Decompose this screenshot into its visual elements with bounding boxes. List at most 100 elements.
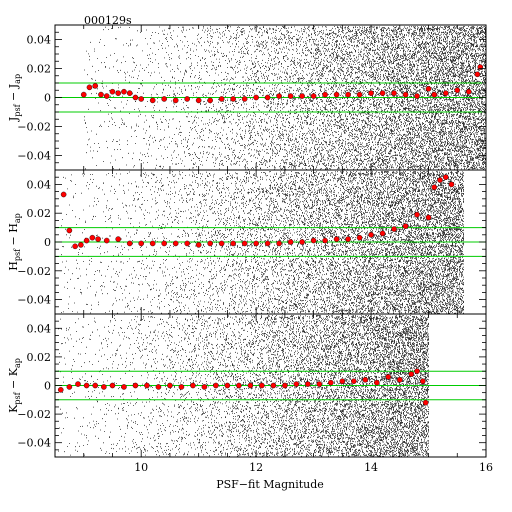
median-point bbox=[431, 184, 438, 191]
median-point bbox=[247, 382, 254, 389]
median-point bbox=[92, 83, 99, 89]
median-point bbox=[115, 236, 122, 242]
median-point bbox=[264, 94, 271, 101]
median-point bbox=[195, 97, 202, 104]
median-point bbox=[83, 382, 90, 389]
median-point bbox=[161, 240, 167, 247]
y-tick-label: −0.02 bbox=[17, 408, 51, 421]
median-point bbox=[391, 226, 397, 232]
x-axis-label: PSF−fit Magnitude bbox=[216, 478, 324, 491]
reference-lines bbox=[55, 82, 486, 401]
median-point bbox=[103, 93, 110, 99]
median-point bbox=[109, 382, 116, 389]
median-point bbox=[132, 94, 139, 101]
median-point bbox=[98, 91, 104, 98]
median-point bbox=[287, 93, 294, 99]
median-point bbox=[178, 384, 185, 390]
y-tick-label: 0.04 bbox=[27, 178, 52, 191]
median-point bbox=[253, 94, 259, 101]
y-tick-label: −0.04 bbox=[17, 150, 51, 163]
median-markers bbox=[57, 64, 484, 406]
median-point bbox=[425, 214, 432, 221]
median-point bbox=[328, 379, 334, 386]
median-point bbox=[121, 384, 127, 390]
median-point bbox=[474, 71, 481, 78]
y-tick-label: 0.04 bbox=[27, 322, 52, 335]
y-tick-label: 0.02 bbox=[27, 63, 52, 76]
median-point bbox=[86, 84, 93, 91]
y-tick-label: 0.02 bbox=[27, 351, 52, 364]
median-point bbox=[57, 386, 64, 393]
median-point bbox=[322, 91, 328, 98]
y-tick-label: −0.04 bbox=[17, 437, 51, 450]
median-point bbox=[95, 236, 101, 242]
median-point bbox=[425, 86, 432, 92]
median-point bbox=[109, 88, 116, 95]
median-point bbox=[442, 90, 449, 96]
median-point bbox=[121, 88, 127, 95]
median-point bbox=[333, 236, 340, 242]
median-point bbox=[414, 93, 420, 99]
median-point bbox=[103, 237, 110, 244]
median-point bbox=[437, 177, 443, 183]
median-point bbox=[448, 181, 455, 188]
median-point bbox=[414, 368, 420, 375]
median-point bbox=[138, 240, 144, 247]
median-point bbox=[167, 382, 173, 389]
median-point bbox=[305, 381, 311, 387]
median-point bbox=[310, 93, 317, 99]
y-tick-label: 0 bbox=[44, 92, 51, 105]
median-point bbox=[195, 242, 202, 248]
median-point bbox=[322, 237, 328, 244]
x-tick-label: 10 bbox=[134, 461, 148, 474]
median-point bbox=[316, 381, 323, 387]
median-point bbox=[310, 237, 317, 244]
median-point bbox=[115, 90, 122, 96]
median-point bbox=[101, 384, 107, 390]
median-point bbox=[132, 382, 139, 389]
median-point bbox=[218, 96, 225, 102]
median-point bbox=[385, 374, 392, 380]
median-point bbox=[465, 88, 472, 95]
median-point bbox=[351, 378, 357, 385]
y-axis-label-panel-3: Kpsf − Kap bbox=[7, 358, 22, 413]
median-point bbox=[138, 96, 144, 102]
median-point bbox=[374, 379, 380, 386]
median-point bbox=[259, 382, 265, 389]
median-point bbox=[276, 93, 282, 99]
median-point bbox=[66, 384, 73, 390]
median-point bbox=[236, 382, 242, 389]
median-point bbox=[422, 399, 429, 406]
median-point bbox=[333, 91, 340, 98]
median-point bbox=[362, 376, 369, 383]
median-point bbox=[155, 384, 162, 390]
y-axis-label-panel-1: Jpsf − Jap bbox=[7, 74, 22, 122]
median-point bbox=[431, 91, 438, 98]
median-point bbox=[264, 240, 271, 247]
median-point bbox=[402, 91, 409, 98]
median-point bbox=[396, 376, 403, 383]
median-point bbox=[126, 90, 133, 96]
median-point bbox=[80, 91, 87, 98]
median-point bbox=[201, 384, 208, 390]
y-tick-label: −0.02 bbox=[17, 121, 51, 134]
median-point bbox=[218, 240, 225, 247]
y-tick-label: 0 bbox=[44, 380, 51, 393]
median-point bbox=[207, 97, 213, 104]
median-point bbox=[172, 240, 179, 247]
median-point bbox=[60, 191, 67, 198]
median-point bbox=[345, 236, 351, 242]
median-point bbox=[276, 240, 282, 247]
median-point bbox=[144, 382, 150, 389]
y-axis-label-panel-2: Hpsf − Hap bbox=[7, 213, 22, 270]
median-point bbox=[345, 91, 351, 98]
y-tick-label: −0.04 bbox=[17, 294, 51, 307]
y-tick-label: 0.04 bbox=[27, 34, 52, 47]
median-point bbox=[184, 240, 190, 247]
median-point bbox=[287, 239, 294, 245]
median-point bbox=[83, 237, 90, 244]
median-point bbox=[224, 382, 231, 389]
median-point bbox=[72, 243, 78, 250]
x-tick-label: 16 bbox=[479, 461, 493, 474]
